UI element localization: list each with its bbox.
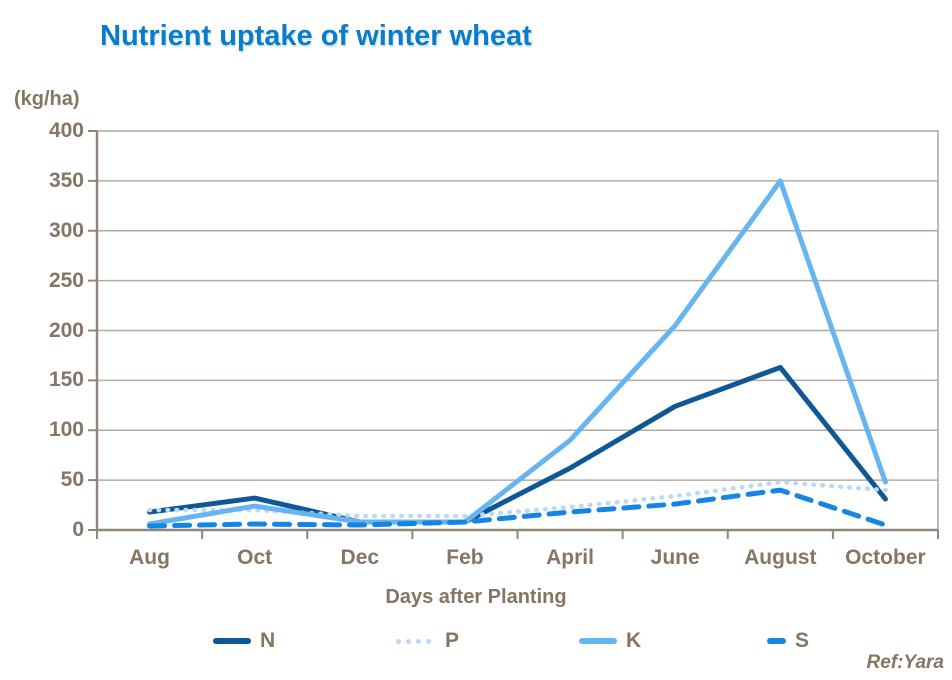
y-tick-label-200: 200 [48,318,84,342]
x-tick-label-october: October [845,546,926,569]
y-tick-label-0: 0 [72,518,84,541]
legend-dot [426,638,431,644]
legend-swatch-dashed [767,638,786,644]
y-tick-label-150: 150 [48,368,84,392]
y-tick-label-400: 400 [48,119,84,142]
x-tick-label-august: August [744,546,817,569]
x-tick-label-april: April [546,546,594,569]
x-tick-label-oct: Oct [237,546,273,569]
y-tick-label-250: 250 [48,268,84,292]
legend-dot [406,638,411,644]
legend-item-n: N [213,628,275,654]
legend-label-p: P [445,629,460,652]
y-axis-unit-label: (kg/ha) [14,88,80,110]
series-line-N [147,364,888,525]
legend-item-p: P [396,628,459,654]
legend-dot [396,638,401,644]
legend-line-sample [213,638,251,644]
legend-line-sample [579,638,617,644]
legend-swatch-solid [579,638,617,644]
legend-line-sample [767,638,786,644]
y-tick-label-100: 100 [48,418,84,442]
legend-swatch-solid [213,638,251,644]
legend-label-k: K [626,629,642,652]
y-tick-label-300: 300 [48,218,84,242]
series-line-P [147,479,888,519]
legend-label-s: S [795,629,810,652]
reference-label: Ref:Yara [866,652,944,673]
x-tick-label-feb: Feb [446,546,484,569]
legend-label-n: N [260,629,276,652]
x-tick-label-dec: Dec [340,546,380,569]
legend-swatch-dotted [396,638,436,644]
x-tick-label-aug: Aug [129,546,170,569]
series-line-S [147,487,888,529]
x-axis-title: Days after Planting [385,586,567,608]
legend-item-s: S [767,628,809,654]
legend-item-k: K [579,628,641,654]
x-tick-label-june: June [650,546,700,569]
chart-title: Nutrient uptake of winter wheat [100,20,532,52]
y-tick-label-350: 350 [48,168,84,192]
legend-dot [416,638,421,644]
series-line-K [147,178,888,527]
y-tick-label-50: 50 [60,468,84,492]
